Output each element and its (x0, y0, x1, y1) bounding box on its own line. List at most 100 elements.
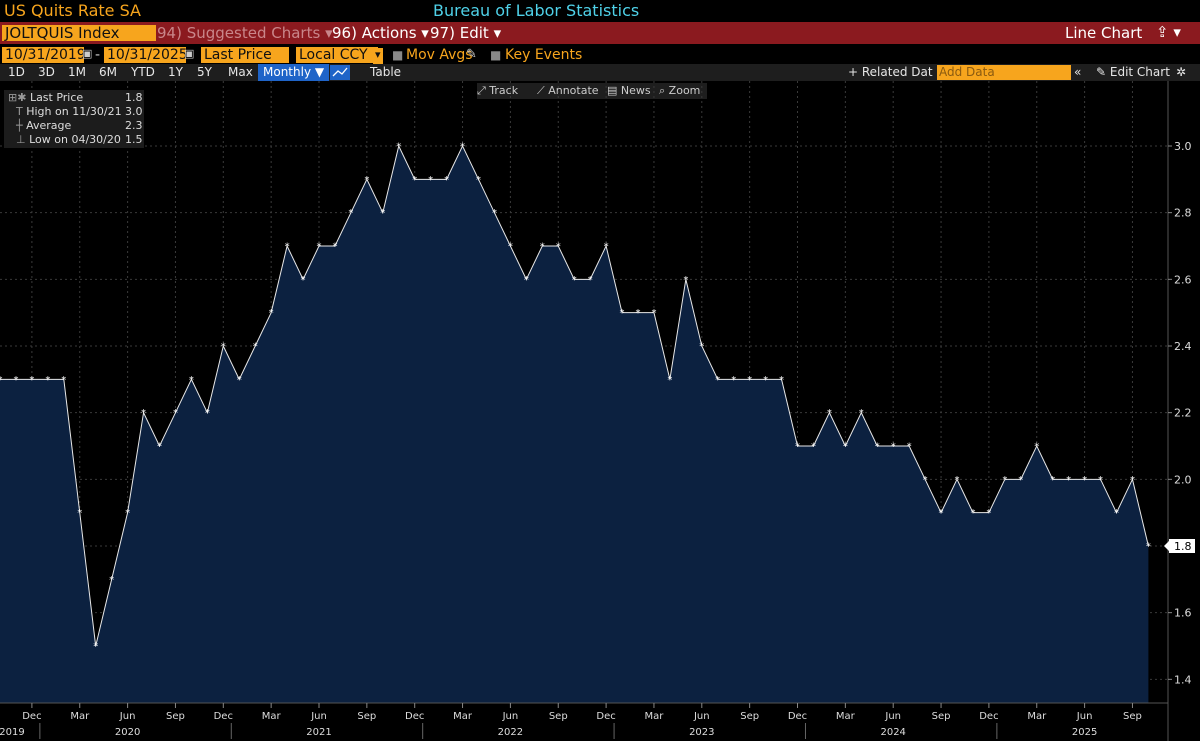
period-1m[interactable]: 1M (68, 65, 86, 79)
period-ytd[interactable]: YTD (131, 65, 155, 79)
data-point: * (747, 375, 752, 386)
ticker-field[interactable]: JOLTQUIS Index (2, 25, 156, 41)
frequency-dropdown[interactable]: Monthly ▼ (258, 64, 330, 81)
data-point: * (109, 575, 114, 586)
line-chart-icon[interactable] (330, 65, 350, 80)
x-tick-label: Mar (645, 711, 665, 722)
function-toolbar: JOLTQUIS Index 94) Suggested Charts ▾ 96… (0, 22, 1200, 44)
data-point: * (0, 375, 3, 386)
field-selector[interactable]: Last Price (201, 47, 289, 63)
data-point: * (13, 375, 18, 386)
checkbox-icon[interactable]: ■ (490, 48, 502, 62)
data-point: * (221, 342, 226, 353)
x-tick-label: Jun (119, 711, 136, 722)
data-point: * (827, 408, 832, 419)
mov-avgs-label[interactable]: Mov Avgs (406, 47, 473, 63)
data-point: * (301, 275, 306, 286)
x-tick-label: Dec (22, 711, 41, 722)
period-1d[interactable]: 1D (8, 65, 25, 79)
share-icon[interactable]: ⇪ ▾ (1156, 23, 1181, 41)
x-tick-label: Sep (740, 711, 759, 722)
data-point: * (237, 375, 242, 386)
x-tick-label: Mar (70, 711, 90, 722)
key-events-label[interactable]: Key Events (505, 47, 583, 63)
related-data-button[interactable]: + Related Dat (848, 65, 933, 79)
x-tick-label: Jun (693, 711, 710, 722)
data-point: * (763, 375, 768, 386)
end-date-field[interactable]: 10/31/2025 (104, 47, 188, 63)
x-tick-label: Sep (549, 711, 568, 722)
x-tick-label: Jun (884, 711, 901, 722)
x-tick-label: Mar (453, 711, 473, 722)
zoom-tool[interactable]: ⌕ Zoom (659, 84, 701, 97)
data-point: * (795, 442, 800, 453)
suggested-charts-menu[interactable]: 94) Suggested Charts ▾ (157, 24, 333, 42)
edit-menu[interactable]: 97) Edit ▾ (430, 24, 502, 42)
add-data-input[interactable]: Add Data (937, 65, 1071, 80)
data-point: * (460, 142, 465, 153)
controls-bar: 10/31/2019 ▣ - 10/31/2025 ▣ Last Price L… (0, 44, 1200, 64)
start-date-field[interactable]: 10/31/2019 (2, 47, 86, 63)
data-point: * (715, 375, 720, 386)
table-button[interactable]: Table (370, 65, 402, 79)
calendar-icon[interactable]: ▣ (82, 47, 93, 60)
y-tick-label: 2.0 (1174, 473, 1192, 486)
data-point: * (1018, 475, 1023, 486)
edit-chart-button[interactable]: ✎ Edit Chart (1096, 65, 1170, 79)
data-point: * (923, 475, 928, 486)
calendar-icon[interactable]: ▣ (184, 47, 195, 60)
legend-avg-row: ┼ Average (16, 119, 72, 132)
last-value-tag: 1.8 (1164, 539, 1195, 553)
data-points: * * * * * * * * * * * * * * * * * * * * * * * * * * * * * * * * * * * * * * * *… (0, 142, 1151, 653)
date-separator: - (95, 47, 101, 63)
data-point: * (1130, 475, 1135, 486)
data-point: * (348, 208, 353, 219)
actions-menu[interactable]: 96) Actions ▾ (332, 24, 429, 42)
chart-tools-bar: ⤢ Track ⟋ Annotate ▤ News ⌕ Zoom (477, 83, 707, 99)
data-point: * (396, 142, 401, 153)
chevron-down-icon[interactable]: ▾ (373, 48, 383, 64)
legend-low-value: 1.5 (125, 133, 143, 146)
period-6m[interactable]: 6M (99, 65, 117, 79)
legend-avg-value: 2.3 (125, 119, 143, 132)
annotate-tool[interactable]: ⟋ Annotate (537, 84, 599, 97)
x-tick-label: Dec (596, 711, 615, 722)
data-point: * (620, 308, 625, 319)
currency-selector[interactable]: Local CCY (296, 47, 378, 63)
period-1y[interactable]: 1Y (168, 65, 183, 79)
quits-rate-chart[interactable]: * * * * * * * * * * * * * * * * * * * * * * * * * * * * * * * * * * * * * * * *… (0, 81, 1200, 741)
data-point: * (907, 442, 912, 453)
data-point: * (125, 508, 130, 519)
data-point: * (524, 275, 529, 286)
data-point: * (444, 175, 449, 186)
legend-last-value: 1.8 (125, 91, 143, 104)
legend-last-row: ⊞✱ Last Price (8, 91, 84, 104)
data-point: * (428, 175, 433, 186)
checkbox-icon[interactable]: ■ (392, 48, 404, 62)
data-point: * (1002, 475, 1007, 486)
x-tick-label: Jun (310, 711, 327, 722)
data-point: * (955, 475, 960, 486)
pencil-icon[interactable]: ✎ (466, 47, 477, 62)
data-point: * (141, 408, 146, 419)
data-point: * (891, 442, 896, 453)
period-max[interactable]: Max (228, 65, 253, 79)
data-point: * (604, 242, 609, 253)
x-tick-label: Mar (262, 711, 282, 722)
legend-box: ⊞✱ Last Price 1.8 T High on 11/30/21 3.0… (4, 90, 144, 148)
data-point: * (508, 242, 513, 253)
x-tick-label: Dec (788, 711, 807, 722)
collapse-icon[interactable]: « (1074, 65, 1082, 79)
data-point: * (45, 375, 50, 386)
y-tick-label: 1.4 (1174, 673, 1192, 686)
period-5y[interactable]: 5Y (197, 65, 212, 79)
gear-icon[interactable]: ✲ (1176, 65, 1187, 79)
data-point: * (540, 242, 545, 253)
data-point: * (636, 308, 641, 319)
data-point: * (317, 242, 322, 253)
x-tick-label: Sep (166, 711, 185, 722)
period-3d[interactable]: 3D (38, 65, 55, 79)
news-tool[interactable]: ▤ News (607, 84, 651, 97)
x-tick-label: Jun (1076, 711, 1093, 722)
y-tick-label: 2.6 (1174, 273, 1192, 286)
